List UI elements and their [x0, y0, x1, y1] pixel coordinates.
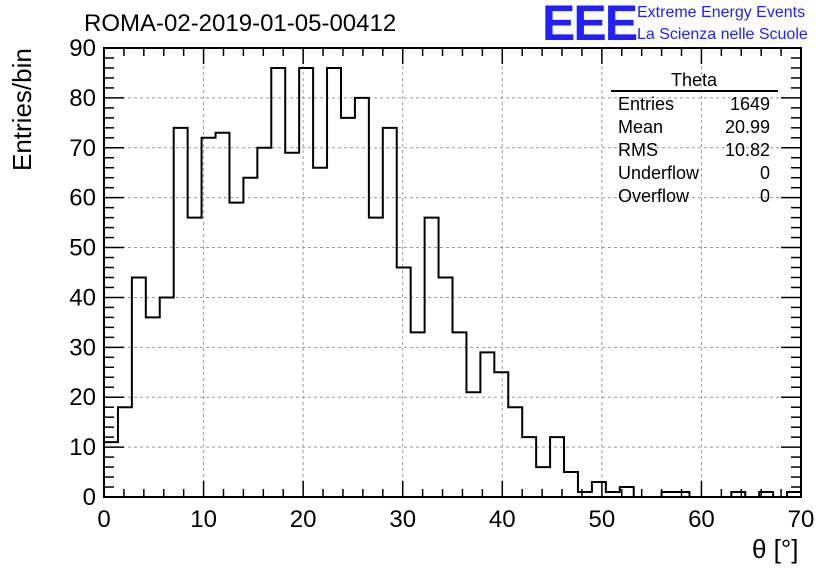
y-tick-label: 40 [69, 284, 96, 311]
y-tick-label: 0 [83, 484, 96, 511]
histogram-bar [271, 68, 285, 497]
stat-value: 20.99 [725, 117, 770, 137]
stat-value: 0 [760, 163, 770, 183]
chart-title: ROMA-02-2019-01-05-00412 [84, 10, 397, 37]
histogram-bar [508, 407, 522, 497]
histogram-bar [397, 268, 411, 497]
logo-line-2: La Scienza nelle Scuole [637, 26, 808, 43]
stats-title: Theta [671, 70, 718, 90]
histogram-bar [494, 372, 508, 497]
logo-line-1: Extreme Energy Events [637, 4, 806, 21]
stat-name: Entries [618, 94, 674, 114]
histogram-bar [243, 178, 257, 497]
histogram-bar [299, 68, 313, 497]
stat-name: Underflow [618, 163, 700, 183]
y-tick-label: 90 [69, 35, 96, 62]
stat-value: 1649 [730, 94, 770, 114]
histogram-bar [550, 437, 564, 497]
x-tick-label: 40 [489, 506, 516, 533]
x-tick-label: 70 [788, 506, 815, 533]
histogram-bar [564, 472, 578, 497]
y-tick-label: 70 [69, 135, 96, 162]
histogram-bar [202, 138, 216, 497]
histogram-line [103, 66, 802, 498]
stat-name: Overflow [618, 186, 690, 206]
stat-value: 0 [760, 186, 770, 206]
histogram-bar [592, 482, 606, 497]
histogram-bar [132, 277, 146, 497]
x-axis-label: θ [°] [752, 534, 799, 564]
x-tick-label: 0 [97, 506, 110, 533]
y-tick-label: 20 [69, 384, 96, 411]
histogram-bar [341, 118, 355, 497]
y-tick-label: 60 [69, 185, 96, 212]
histogram-bar [439, 277, 453, 497]
histogram-bar [466, 392, 480, 497]
histogram-bar [118, 407, 132, 497]
x-tick-label: 10 [190, 506, 217, 533]
histogram-bar [257, 148, 271, 497]
eee-logo: EEE [542, 0, 638, 51]
stat-value: 10.82 [725, 140, 770, 160]
x-tick-label: 20 [290, 506, 317, 533]
x-tick-label: 30 [389, 506, 416, 533]
histogram-bar [104, 442, 118, 497]
x-tick-label: 60 [688, 506, 715, 533]
histogram-bar [369, 218, 383, 497]
plot-frame [103, 47, 802, 498]
histogram-bar [285, 153, 299, 497]
histogram-bar [355, 98, 369, 497]
histogram-bar [480, 352, 494, 497]
stat-name: Mean [618, 117, 663, 137]
y-tick-label: 30 [69, 334, 96, 361]
histogram-bar [160, 297, 174, 497]
histogram-bar [536, 467, 550, 497]
histogram-bar [425, 218, 439, 497]
eee-logo-text: Extreme Energy Events La Scienza nelle S… [637, 2, 808, 46]
histogram-bar [522, 437, 536, 497]
x-tick-label: 50 [589, 506, 616, 533]
histogram-bar [327, 68, 341, 497]
stat-name: RMS [618, 140, 658, 160]
histogram-bar [313, 168, 327, 497]
histogram-bar [216, 133, 230, 497]
histogram-bar [229, 203, 243, 497]
histogram-bar [146, 317, 160, 497]
histogram-bar [174, 128, 188, 497]
histogram-bar [188, 218, 202, 497]
y-tick-label: 10 [69, 434, 96, 461]
y-tick-label: 50 [69, 235, 96, 262]
histogram-bar [453, 332, 467, 497]
histogram-bar [383, 128, 397, 497]
y-tick-label: 80 [69, 85, 96, 112]
histogram-bar [411, 332, 425, 497]
